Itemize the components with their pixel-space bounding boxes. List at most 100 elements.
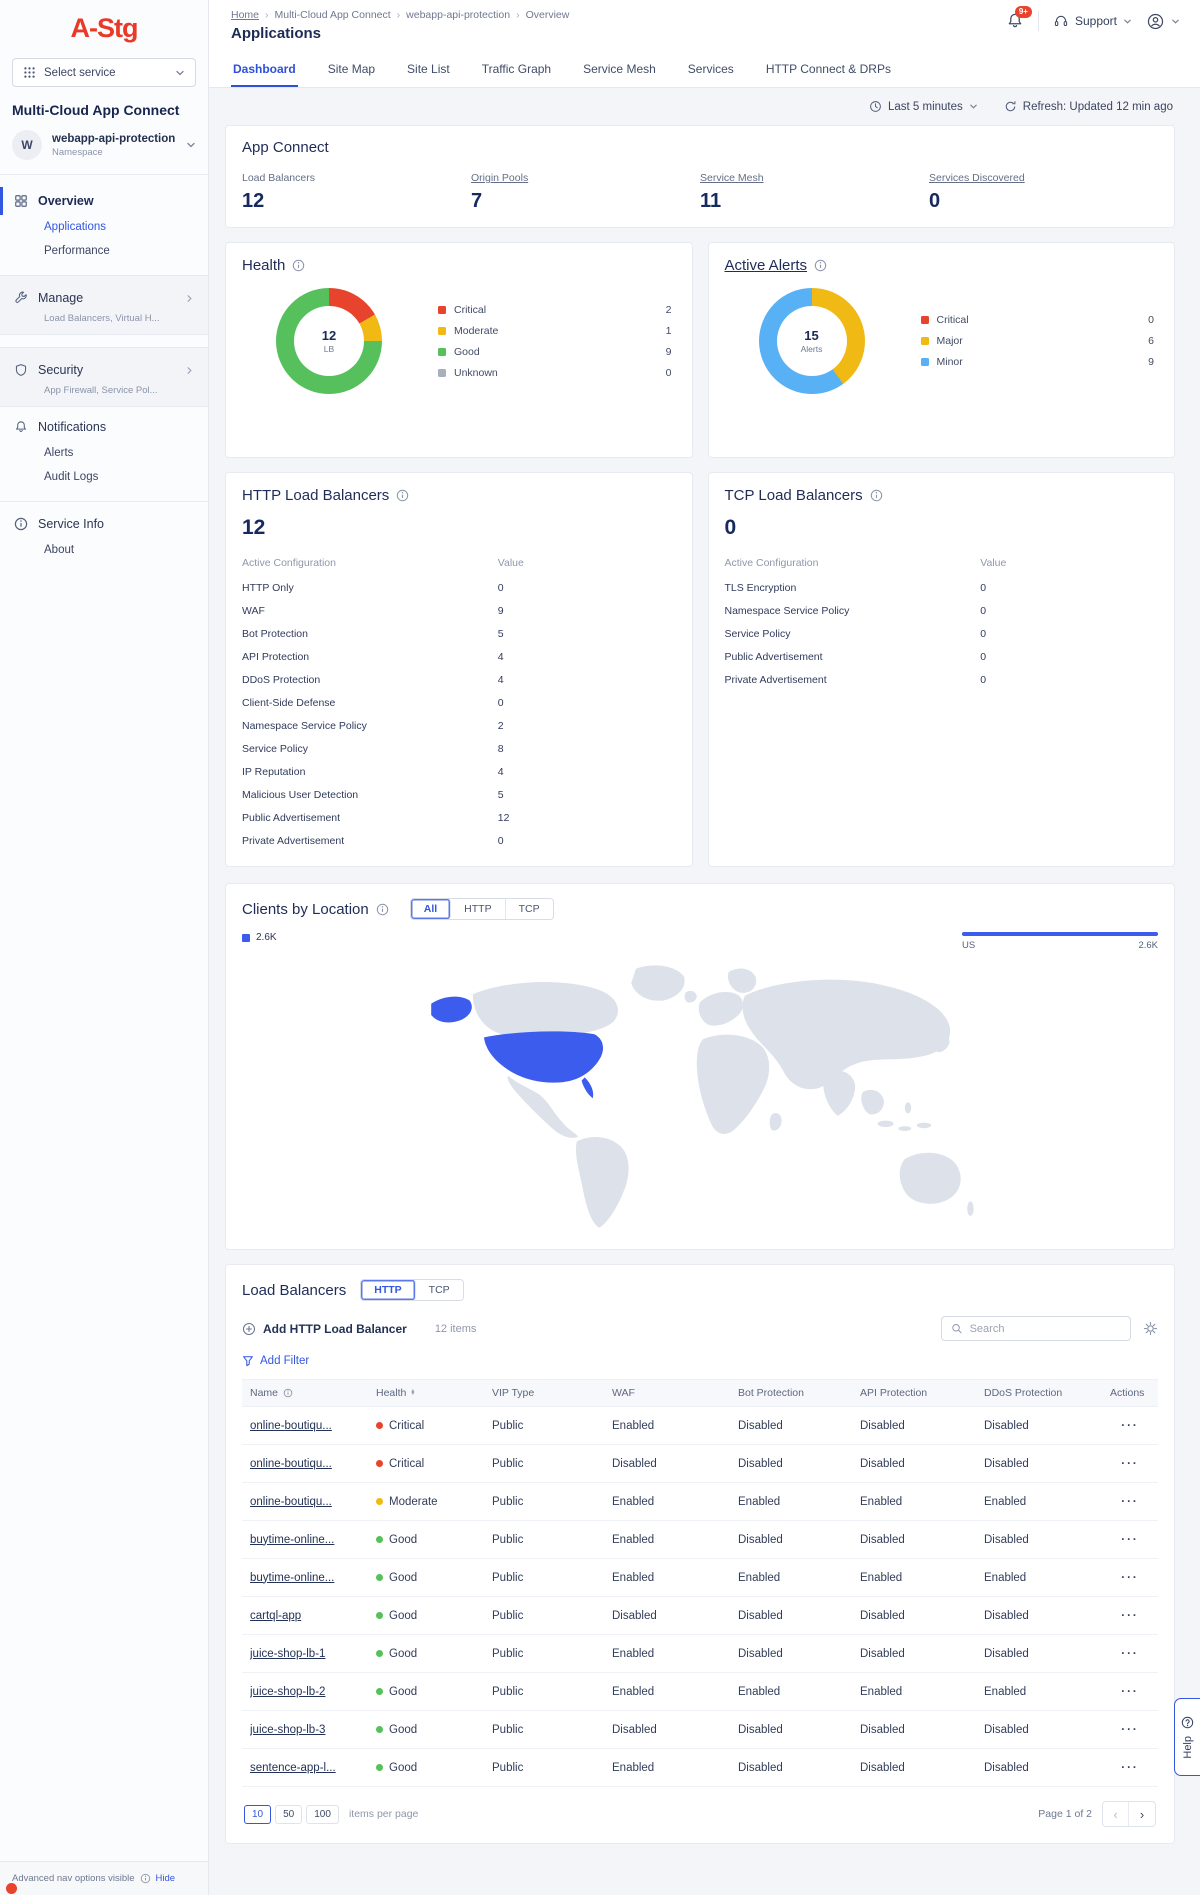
lb-toggle-http[interactable]: HTTP	[361, 1280, 416, 1300]
cell-waf: Enabled	[612, 1761, 655, 1774]
health-dot	[376, 1612, 383, 1619]
cell-health: Good	[368, 1686, 484, 1698]
alerts-legend: Critical 0 Major 6 Minor 9	[920, 314, 1159, 368]
row-actions-button[interactable]: ···	[1121, 1457, 1139, 1470]
previous-page-button[interactable]: ‹	[1103, 1802, 1129, 1826]
support-menu[interactable]: Support	[1053, 13, 1132, 29]
metric-label[interactable]: Services Discovered	[929, 172, 1025, 184]
namespace-selector[interactable]: W webapp-api-protection Namespace	[0, 124, 208, 170]
sidebar-item-performance[interactable]: Performance	[44, 245, 110, 257]
tab-services[interactable]: Services	[687, 62, 734, 76]
tab-site-list[interactable]: Site List	[407, 62, 450, 76]
row-actions-button[interactable]: ···	[1121, 1609, 1139, 1622]
row-actions-button[interactable]: ···	[1121, 1571, 1139, 1584]
column-header-health[interactable]: Health ▴ ▾	[368, 1380, 484, 1406]
map-new-zealand	[967, 1201, 974, 1216]
clients-toggle-all[interactable]: All	[410, 899, 452, 919]
search-input[interactable]	[969, 1322, 1121, 1335]
cell-vip-type: Public	[492, 1609, 524, 1622]
sidebar-item-applications[interactable]: Applications	[44, 221, 107, 233]
next-page-button[interactable]: ›	[1139, 1806, 1145, 1822]
map-uk	[684, 990, 697, 1003]
health-dot	[376, 1764, 383, 1771]
sidebar-item-overview[interactable]: Overview	[0, 187, 208, 215]
breadcrumb-home[interactable]: Home	[231, 9, 260, 21]
row-actions-button[interactable]: ···	[1121, 1685, 1139, 1698]
sidebar-item-audit-logs[interactable]: Audit Logs	[44, 471, 99, 483]
breadcrumb: Home › Multi-Cloud App Connect › webapp-api-…	[231, 9, 1180, 21]
row-actions-button[interactable]: ···	[1121, 1419, 1139, 1432]
info-icon[interactable]	[283, 1388, 293, 1398]
sidebar-item-alerts[interactable]: Alerts	[44, 447, 74, 459]
info-icon[interactable]	[870, 489, 883, 502]
chat-notification-dot[interactable]	[6, 1883, 17, 1894]
refresh-label: Refresh: Updated 12 min ago	[1022, 100, 1173, 113]
lb-name-link[interactable]: juice-shop-lb-3	[250, 1723, 326, 1736]
clients-toggle-tcp[interactable]: TCP	[505, 899, 553, 919]
row-actions-button[interactable]: ···	[1121, 1647, 1139, 1660]
sort-icon[interactable]: ▴ ▾	[411, 1387, 415, 1397]
lb-name-link[interactable]: juice-shop-lb-2	[250, 1685, 326, 1698]
add-http-lb-button[interactable]: Add HTTP Load Balancer	[242, 1322, 407, 1336]
lb-name-link[interactable]: cartql-app	[250, 1609, 302, 1622]
info-icon[interactable]	[376, 903, 389, 916]
tab-site-map[interactable]: Site Map	[327, 62, 376, 76]
active-alerts-title[interactable]: Active Alerts	[724, 257, 808, 274]
time-range-selector[interactable]: Last 5 minutes	[869, 100, 978, 113]
column-label: Name	[250, 1387, 279, 1399]
row-actions-button[interactable]: ···	[1121, 1533, 1139, 1546]
sidebar-item-security[interactable]: Security	[0, 356, 208, 384]
lb-name-link[interactable]: sentence-app-l...	[250, 1761, 336, 1774]
breadcrumb-multi-cloud-app-connect[interactable]: Multi-Cloud App Connect	[274, 9, 391, 21]
sidebar-item-service-info[interactable]: Service Info	[0, 510, 208, 538]
lb-name-link[interactable]: buytime-online...	[250, 1571, 335, 1584]
lb-name-link[interactable]: juice-shop-lb-1	[250, 1647, 326, 1660]
lb-name-link[interactable]: online-boutiqu...	[250, 1495, 332, 1508]
breadcrumb-webapp-api-protection[interactable]: webapp-api-protection	[406, 9, 511, 21]
cell-name: juice-shop-lb-1	[242, 1648, 368, 1660]
grid-dots-icon	[23, 66, 36, 79]
lb-toggle-tcp[interactable]: TCP	[415, 1280, 463, 1300]
clients-toggle-http[interactable]: HTTP	[451, 899, 506, 919]
add-filter-button[interactable]: Add Filter	[242, 1355, 1158, 1367]
page-size-50[interactable]: 50	[275, 1804, 303, 1824]
cell-ddos: Disabled	[984, 1723, 1029, 1736]
avatar-icon	[1147, 13, 1164, 29]
table-settings-button[interactable]	[1143, 1321, 1158, 1336]
config-value: 0	[497, 696, 504, 709]
sidebar-item-manage[interactable]: Manage	[0, 284, 208, 312]
legend-value: 0	[665, 366, 672, 379]
row-actions-button[interactable]: ···	[1121, 1761, 1139, 1774]
metric-label[interactable]: Origin Pools	[471, 172, 529, 184]
table-row: cartql-app Good Public Disabled Disabled Disa…	[242, 1597, 1158, 1635]
tab-traffic-graph[interactable]: Traffic Graph	[481, 62, 552, 76]
service-selector[interactable]: Select service	[12, 58, 196, 87]
sidebar-nav: Overview Applications Performance Manage Loa…	[0, 181, 208, 562]
page-size-10[interactable]: 10	[244, 1804, 272, 1824]
help-tab[interactable]: Help	[1174, 1698, 1200, 1776]
info-icon[interactable]	[396, 489, 409, 502]
config-row-ddos-protection: DDoS Protection 4	[242, 668, 676, 691]
sidebar-item-notifications[interactable]: Notifications	[0, 413, 208, 441]
refresh-button[interactable]: Refresh: Updated 12 min ago	[1004, 100, 1173, 113]
tab-service-mesh[interactable]: Service Mesh	[583, 62, 656, 76]
lb-name-link[interactable]: online-boutiqu...	[250, 1457, 332, 1470]
notifications-bell-button[interactable]: 9+	[1006, 6, 1032, 30]
config-row-namespace-service-policy: Namespace Service Policy 2	[242, 714, 676, 737]
metric-label[interactable]: Service Mesh	[700, 172, 764, 184]
tab-http-connect-drps[interactable]: HTTP Connect & DRPs	[765, 62, 891, 76]
sidebar-item-about[interactable]: About	[44, 544, 75, 556]
info-icon[interactable]	[292, 259, 305, 272]
info-icon[interactable]	[814, 259, 827, 272]
hide-nav-link[interactable]: Hide	[155, 1873, 176, 1884]
row-actions-button[interactable]: ···	[1121, 1723, 1139, 1736]
row-actions-button[interactable]: ···	[1121, 1495, 1139, 1508]
lb-name-link[interactable]: buytime-online...	[250, 1533, 335, 1546]
table-header-row: Name Health ▴ ▾ VIP Type WAF Bot Protection API…	[242, 1379, 1158, 1407]
lb-name-link[interactable]: online-boutiqu...	[250, 1419, 332, 1432]
health-label: Moderate	[389, 1495, 438, 1508]
account-menu[interactable]	[1146, 12, 1180, 31]
tab-dashboard[interactable]: Dashboard	[231, 50, 298, 87]
page-size-100[interactable]: 100	[306, 1804, 339, 1824]
legend-value: 2	[665, 303, 672, 316]
